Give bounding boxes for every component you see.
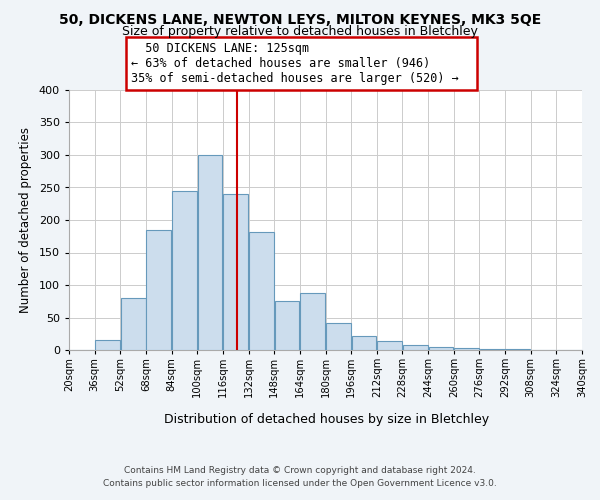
Text: 50 DICKENS LANE: 125sqm
← 63% of detached houses are smaller (946)
35% of semi-d: 50 DICKENS LANE: 125sqm ← 63% of detache… <box>131 42 473 85</box>
Bar <box>172 190 197 350</box>
Bar <box>403 345 428 350</box>
Bar <box>223 194 248 350</box>
Y-axis label: Number of detached properties: Number of detached properties <box>19 127 32 313</box>
Text: Size of property relative to detached houses in Bletchley: Size of property relative to detached ho… <box>122 25 478 38</box>
Bar <box>326 322 351 350</box>
Text: Contains public sector information licensed under the Open Government Licence v3: Contains public sector information licen… <box>103 478 497 488</box>
Text: 50, DICKENS LANE, NEWTON LEYS, MILTON KEYNES, MK3 5QE: 50, DICKENS LANE, NEWTON LEYS, MILTON KE… <box>59 12 541 26</box>
Bar <box>275 301 299 350</box>
Bar <box>454 348 479 350</box>
Bar <box>428 348 454 350</box>
Bar <box>197 155 223 350</box>
Text: Distribution of detached houses by size in Bletchley: Distribution of detached houses by size … <box>164 412 490 426</box>
Bar <box>249 232 274 350</box>
Bar <box>352 336 376 350</box>
Bar <box>95 340 120 350</box>
Text: Contains HM Land Registry data © Crown copyright and database right 2024.: Contains HM Land Registry data © Crown c… <box>124 466 476 475</box>
Bar <box>300 293 325 350</box>
Bar <box>121 298 146 350</box>
Bar <box>146 230 171 350</box>
Bar <box>377 341 402 350</box>
